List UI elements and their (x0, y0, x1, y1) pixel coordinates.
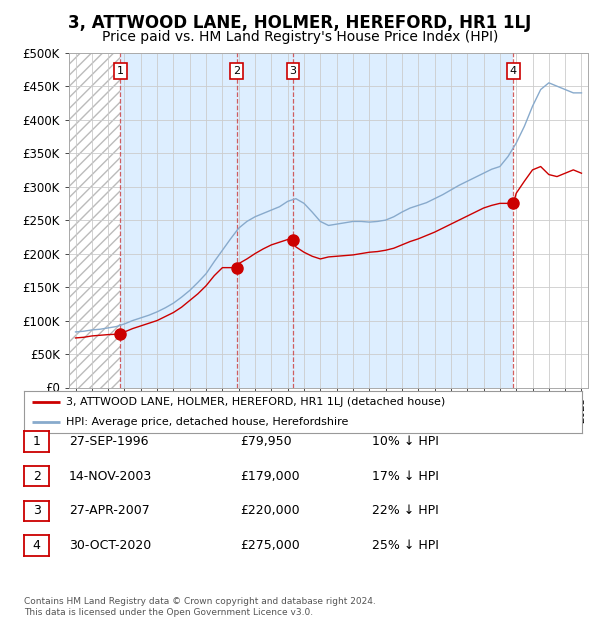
Text: HPI: Average price, detached house, Herefordshire: HPI: Average price, detached house, Here… (66, 417, 348, 427)
Text: 30-OCT-2020: 30-OCT-2020 (69, 539, 151, 552)
Bar (69, 53, 120, 388)
Text: £220,000: £220,000 (240, 505, 299, 517)
Text: £179,000: £179,000 (240, 470, 299, 482)
Text: 17% ↓ HPI: 17% ↓ HPI (372, 470, 439, 482)
Text: 4: 4 (510, 66, 517, 76)
Text: 1: 1 (117, 66, 124, 76)
Text: £275,000: £275,000 (240, 539, 300, 552)
Text: 4: 4 (32, 539, 41, 552)
Text: 27-SEP-1996: 27-SEP-1996 (69, 435, 149, 448)
Text: Price paid vs. HM Land Registry's House Price Index (HPI): Price paid vs. HM Land Registry's House … (102, 30, 498, 44)
Text: 1: 1 (32, 435, 41, 448)
Bar (514, 53, 588, 388)
Text: Contains HM Land Registry data © Crown copyright and database right 2024.
This d: Contains HM Land Registry data © Crown c… (24, 598, 376, 617)
Text: 3: 3 (289, 66, 296, 76)
Text: 3, ATTWOOD LANE, HOLMER, HEREFORD, HR1 1LJ: 3, ATTWOOD LANE, HOLMER, HEREFORD, HR1 1… (68, 14, 532, 32)
Text: 2: 2 (32, 470, 41, 482)
Text: 25% ↓ HPI: 25% ↓ HPI (372, 539, 439, 552)
Text: 22% ↓ HPI: 22% ↓ HPI (372, 505, 439, 517)
Text: 2: 2 (233, 66, 240, 76)
Text: 3, ATTWOOD LANE, HOLMER, HEREFORD, HR1 1LJ (detached house): 3, ATTWOOD LANE, HOLMER, HEREFORD, HR1 1… (66, 397, 445, 407)
Text: 10% ↓ HPI: 10% ↓ HPI (372, 435, 439, 448)
Text: 3: 3 (32, 505, 41, 517)
Text: 14-NOV-2003: 14-NOV-2003 (69, 470, 152, 482)
Text: 27-APR-2007: 27-APR-2007 (69, 505, 150, 517)
Bar (120, 53, 514, 388)
Text: £79,950: £79,950 (240, 435, 292, 448)
